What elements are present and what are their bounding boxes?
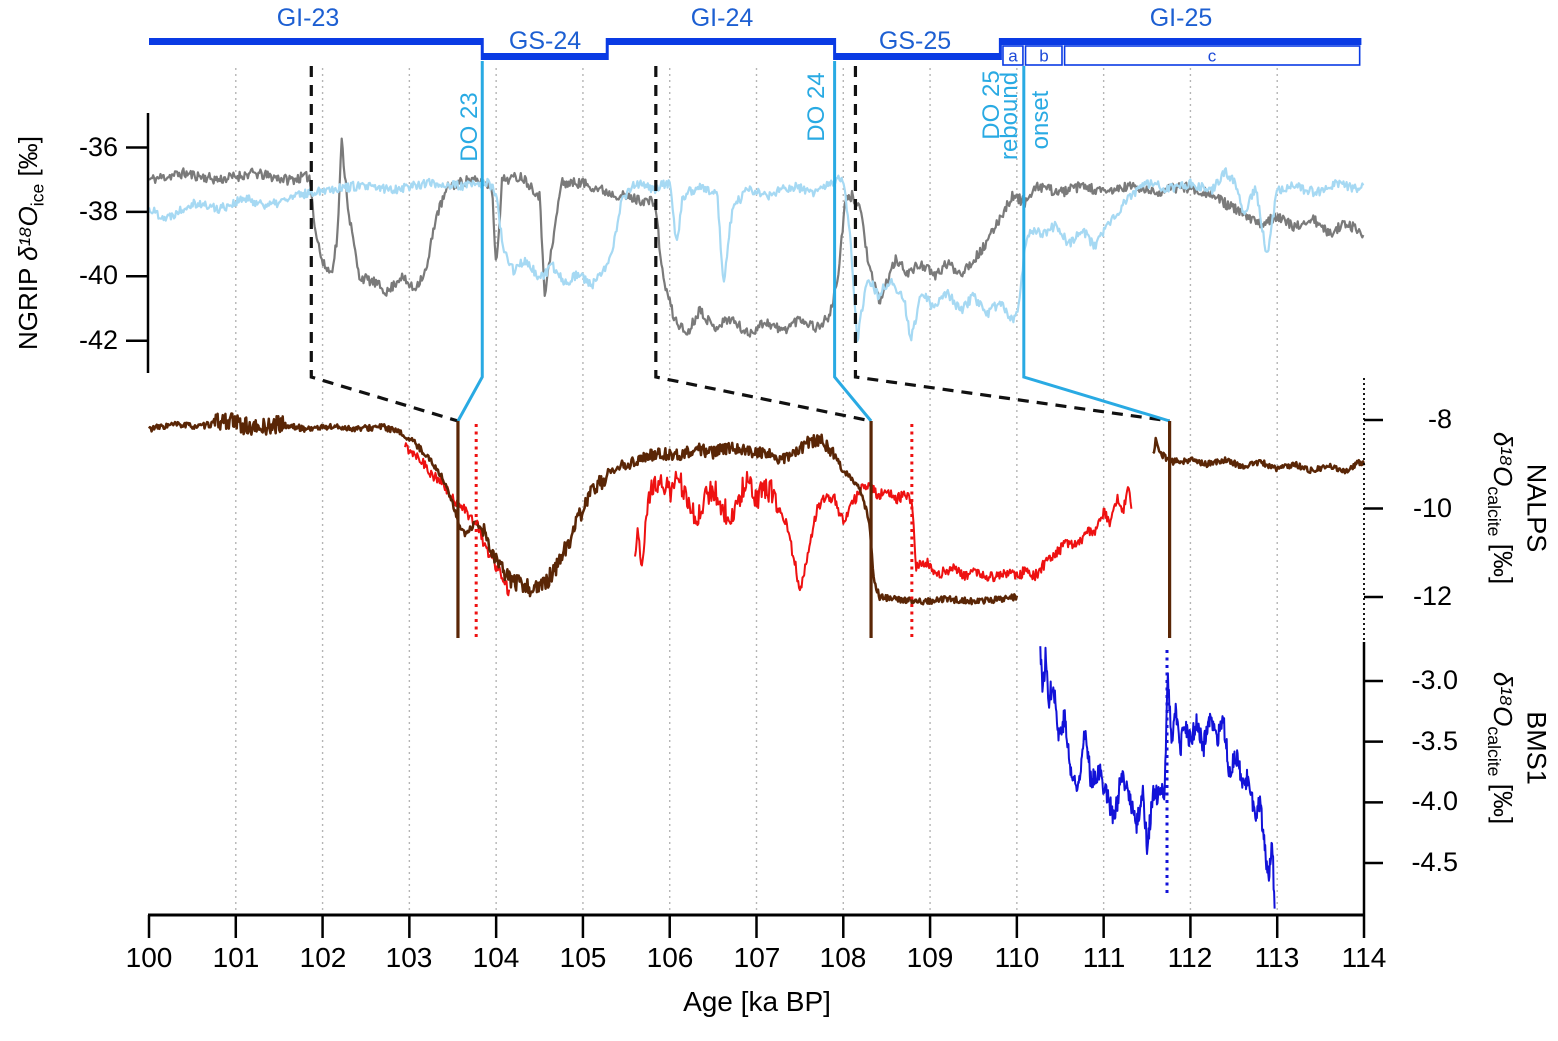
episode-label-gs-25: GS-25 (878, 27, 952, 55)
x-tick-label: 100 (125, 942, 173, 973)
series-ngrip-lightblue (147, 167, 1365, 343)
x-tick-label: 101 (212, 942, 260, 973)
stratigraphy-bars (149, 38, 1362, 66)
bms1-tick-label: -4.5 (1411, 846, 1458, 877)
x-tick-label: 111 (1082, 942, 1126, 973)
x-tick-label: 108 (819, 942, 867, 973)
bms1-axis-title: δ¹⁸Ocalcite [‰] (1483, 671, 1518, 825)
series-nalps-brown-young (147, 412, 1019, 606)
do-25-onset-label: onset (1027, 90, 1054, 150)
series-nalps-brown-old (1152, 436, 1366, 475)
nalps-tick-label: -12 (1412, 580, 1452, 611)
data-curves (147, 137, 1366, 909)
bms1-tick-label: -3.0 (1411, 664, 1458, 695)
ngrip-tick-label: -42 (78, 324, 118, 355)
x-tick-label: 106 (646, 942, 694, 973)
ngrip-tick-label: -38 (78, 195, 118, 226)
x-tick-label: 107 (733, 942, 781, 973)
series-bms1-blue (1039, 646, 1276, 909)
x-tick-label: 110 (994, 942, 1040, 973)
x-tick-label: 113 (1254, 942, 1300, 973)
bms1-tick-label: -3.5 (1411, 725, 1458, 756)
x-tick-label: 105 (559, 942, 607, 973)
ngrip-tick-label: -36 (78, 131, 118, 162)
do-25-rebound-label: rebound (996, 71, 1023, 161)
x-tick-label: 104 (472, 942, 520, 973)
series-ngrip-gray (148, 137, 1365, 338)
x-tick-label: 102 (299, 942, 347, 973)
x-tick-label: 103 (385, 942, 433, 973)
nalps-panel-name: NALPS (1521, 463, 1552, 553)
tie-lines (309, 61, 1171, 423)
bms1-tick-label: -4.0 (1411, 785, 1458, 816)
gi25-sub-label-c: c (1207, 46, 1217, 66)
do-23-label: DO 23 (456, 92, 483, 162)
ngrip-tick-label: -40 (78, 259, 118, 290)
x-tick-label: 109 (906, 942, 954, 973)
gi25-sub-label-b: b (1039, 46, 1049, 66)
x-tick-label: 112 (1167, 942, 1213, 973)
episode-label-gs-24: GS-24 (508, 27, 582, 55)
episode-label-gi-24: GI-24 (690, 4, 754, 32)
episode-label-gi-25: GI-25 (1149, 4, 1213, 32)
axes (126, 113, 1383, 938)
series-nalps-red-old (634, 470, 1133, 592)
x-tick-label: 114 (1341, 942, 1387, 973)
nalps-tick-label: -10 (1412, 492, 1452, 523)
gi25-sub-label-a: a (1008, 46, 1018, 66)
do-24-label: DO 24 (803, 72, 830, 142)
ngrip-axis-title: NGRIP δ¹⁸Oice [‰] (13, 136, 48, 350)
event-markers (456, 421, 1172, 895)
x-axis-title: Age [ka BP] (683, 986, 831, 1017)
nalps-axis-title: δ¹⁸Ocalcite [‰] (1483, 431, 1518, 585)
bms1-panel-name: BMS1 (1521, 711, 1552, 785)
episode-label-gi-23: GI-23 (276, 4, 340, 32)
nalps-tick-label: -8 (1427, 403, 1452, 434)
